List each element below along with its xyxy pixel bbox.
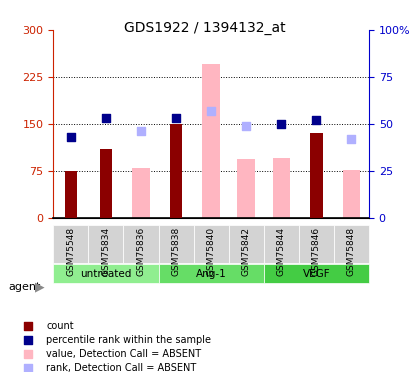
Point	[347, 136, 354, 142]
Point	[172, 115, 179, 121]
FancyBboxPatch shape	[333, 225, 368, 262]
Text: value, Detection Call = ABSENT: value, Detection Call = ABSENT	[46, 350, 201, 359]
Text: untreated: untreated	[80, 269, 131, 279]
Text: agent: agent	[8, 282, 40, 292]
Point	[67, 134, 74, 140]
Bar	[237, 159, 254, 218]
FancyBboxPatch shape	[88, 225, 123, 262]
Bar	[202, 64, 219, 218]
Text: GSM75836: GSM75836	[136, 227, 145, 276]
Bar	[310, 133, 322, 218]
Text: Ang-1: Ang-1	[196, 269, 226, 279]
Point	[268, 59, 275, 65]
Text: count: count	[46, 321, 74, 331]
Text: GSM75842: GSM75842	[241, 227, 250, 276]
FancyBboxPatch shape	[228, 225, 263, 262]
Text: GSM75840: GSM75840	[206, 227, 215, 276]
Text: VEGF: VEGF	[302, 269, 329, 279]
Bar	[169, 124, 182, 218]
FancyBboxPatch shape	[53, 225, 88, 262]
Text: GSM75846: GSM75846	[311, 227, 320, 276]
FancyBboxPatch shape	[193, 225, 228, 262]
Point	[277, 121, 284, 127]
FancyBboxPatch shape	[263, 264, 368, 283]
Point	[137, 128, 144, 134]
Point	[243, 123, 249, 129]
Text: GSM75848: GSM75848	[346, 227, 355, 276]
Text: ▶: ▶	[35, 280, 44, 293]
Point	[268, 187, 275, 193]
FancyBboxPatch shape	[123, 225, 158, 262]
Point	[312, 117, 319, 123]
Bar	[132, 168, 149, 217]
Bar	[99, 149, 112, 217]
Point	[207, 108, 214, 114]
Bar	[272, 158, 289, 218]
FancyBboxPatch shape	[298, 225, 333, 262]
FancyBboxPatch shape	[158, 264, 263, 283]
Text: GSM75844: GSM75844	[276, 227, 285, 276]
Text: GSM75834: GSM75834	[101, 227, 110, 276]
Text: percentile rank within the sample: percentile rank within the sample	[46, 335, 211, 345]
FancyBboxPatch shape	[158, 225, 193, 262]
Text: GDS1922 / 1394132_at: GDS1922 / 1394132_at	[124, 21, 285, 34]
Text: GSM75548: GSM75548	[66, 227, 75, 276]
FancyBboxPatch shape	[263, 225, 298, 262]
FancyBboxPatch shape	[53, 264, 158, 283]
Bar	[342, 170, 360, 217]
Text: rank, Detection Call = ABSENT: rank, Detection Call = ABSENT	[46, 363, 196, 374]
Point	[102, 115, 109, 121]
Text: GSM75838: GSM75838	[171, 227, 180, 276]
Bar	[65, 171, 77, 217]
Point	[268, 315, 275, 321]
